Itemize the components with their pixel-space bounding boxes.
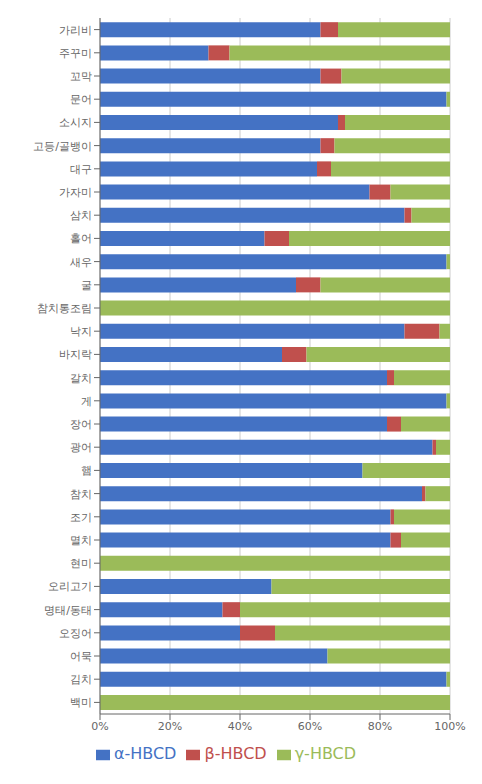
svg-text:명태/동태: 명태/동태 [44,604,92,617]
svg-text:홀어: 홀어 [70,232,92,245]
svg-text:꼬막: 꼬막 [70,70,92,83]
svg-text:바지락: 바지락 [59,348,92,361]
svg-text:어묵: 어묵 [70,650,92,663]
svg-text:광어: 광어 [70,441,92,454]
svg-text:오리고기: 오리고기 [48,580,92,593]
svg-text:참치: 참치 [70,488,92,501]
svg-text:80%: 80% [368,720,392,733]
svg-text:고등/골뱅이: 고등/골뱅이 [33,140,92,153]
svg-text:가자미: 가자미 [59,186,92,199]
svg-text:40%: 40% [228,720,252,733]
svg-text:100%: 100% [434,720,465,733]
svg-text:조기: 조기 [70,511,92,524]
svg-text:햄: 햄 [81,464,92,477]
svg-text:삼치: 삼치 [70,209,92,222]
svg-text:0%: 0% [91,720,108,733]
svg-text:20%: 20% [158,720,182,733]
html-text:γ-HBCD: γ-HBCD [294,744,357,763]
svg-text:낙지: 낙지 [70,325,92,338]
svg-text:주꾸미: 주꾸미 [59,47,92,60]
html-text:α-HBCD: α-HBCD [113,744,177,763]
svg-text:오징어: 오징어 [59,627,92,640]
svg-text:참치통조림: 참치통조림 [37,302,92,315]
svg-text:멸치: 멸치 [70,534,92,547]
svg-text:장어: 장어 [70,418,92,431]
svg-text:가리비: 가리비 [59,24,92,37]
html-text:β-HBCD: β-HBCD [204,744,267,763]
svg-text:대구: 대구 [70,163,92,176]
svg-text:굴: 굴 [81,279,92,292]
svg-text:문어: 문어 [70,93,92,106]
svg-text:새우: 새우 [70,256,92,269]
svg-text:김치: 김치 [70,673,92,686]
svg-text:60%: 60% [298,720,322,733]
svg-text:게: 게 [81,395,92,408]
svg-text:현미: 현미 [70,557,92,570]
svg-text:갈치: 갈치 [70,372,92,385]
svg-text:백미: 백미 [70,696,92,709]
svg-text:소시지: 소시지 [59,116,92,129]
